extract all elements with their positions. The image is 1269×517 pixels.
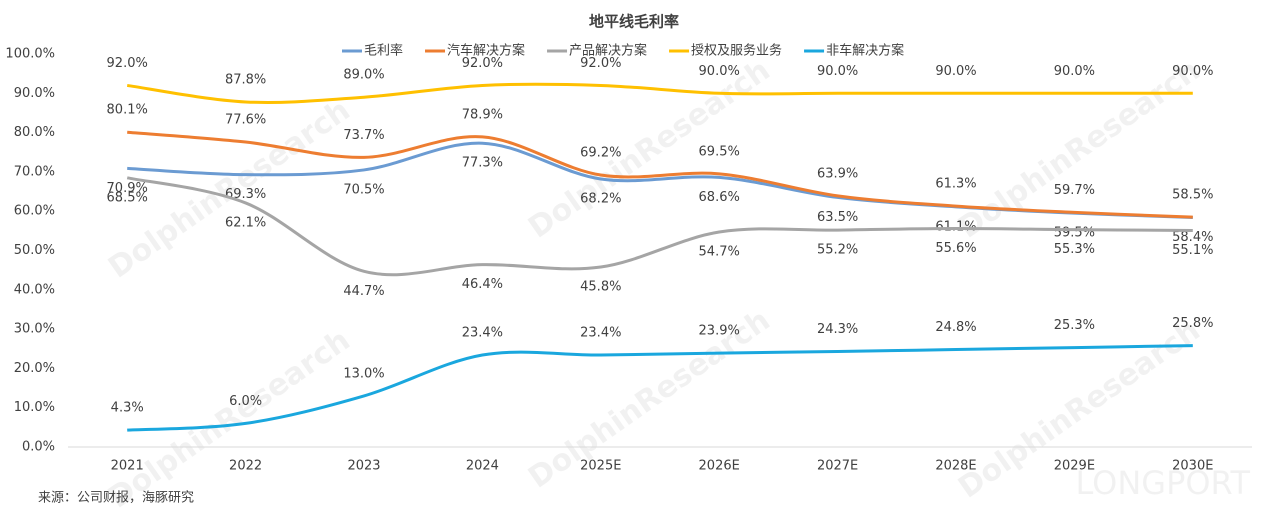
data-label: 25.3% [1054,318,1095,333]
data-label: 92.0% [462,56,503,71]
data-label: 68.6% [699,190,740,205]
data-label: 45.8% [580,280,621,295]
y-tick-label: 20.0% [14,361,55,376]
data-label: 4.3% [111,401,144,416]
watermark: LONGPORT [1075,464,1250,502]
data-label: 77.3% [462,156,503,171]
data-label: 61.3% [935,177,976,192]
x-tick-label: 2025E [580,459,621,474]
x-tick-label: 2028E [935,459,976,474]
y-tick-label: 50.0% [14,243,55,258]
data-label: 24.3% [817,322,858,337]
data-label: 89.0% [343,68,384,83]
data-label: 77.6% [225,113,266,128]
data-label: 90.0% [935,64,976,79]
data-label: 78.9% [462,107,503,122]
x-tick-label: 2022 [229,459,262,474]
data-label: 63.5% [817,210,858,225]
y-tick-label: 90.0% [14,86,55,101]
data-label: 55.1% [1172,243,1213,258]
legend-label: 毛利率 [364,43,403,59]
data-label: 6.0% [229,394,262,409]
line-series [127,130,1193,219]
data-label: 58.5% [1172,188,1213,203]
legend-label: 产品解决方案 [569,43,647,59]
x-tick-label: 2029E [1054,459,1095,474]
legend: 毛利率 汽车解决方案 产品解决方案 授权及服务业务 非车解决方案 [342,43,904,59]
line-series [126,176,1193,277]
legend-label: 授权及服务业务 [691,43,782,59]
y-tick-label: 30.0% [14,322,55,337]
data-label: 92.0% [580,56,621,71]
data-label: 44.7% [343,284,384,299]
source-note: 来源：公司财报，海豚研究 [38,491,194,506]
data-label: 92.0% [107,56,148,71]
data-label: 69.3% [225,187,266,202]
x-tick-label: 2026E [699,459,740,474]
chart-title: 地平线毛利率 [589,13,679,31]
y-tick-label: 70.0% [14,164,55,179]
x-tick-label: 2021 [111,459,144,474]
line-series [126,82,1193,104]
data-label: 24.8% [935,320,976,335]
line-series [127,344,1193,432]
data-label: 25.8% [1172,316,1213,331]
data-label: 80.1% [107,103,148,118]
data-label: 23.9% [699,324,740,339]
data-label: 55.3% [1054,242,1095,257]
x-tick-label: 2024 [466,459,499,474]
data-label: 59.5% [1054,226,1095,241]
data-label: 55.6% [935,241,976,256]
y-tick-label: 60.0% [14,204,55,219]
x-tick-label: 2030E [1172,459,1213,474]
data-label: 59.7% [1054,183,1095,198]
data-label: 87.8% [225,72,266,87]
data-label: 69.2% [580,146,621,161]
data-label: 23.4% [462,326,503,341]
legend-label: 汽车解决方案 [447,43,525,59]
y-tick-label: 100.0% [5,47,55,62]
data-label: 63.9% [817,166,858,181]
data-label: 68.5% [107,190,148,205]
legend-label: 非车解决方案 [826,43,904,59]
data-label: 90.0% [817,64,858,79]
data-label: 90.0% [1172,64,1213,79]
data-label: 58.4% [1172,230,1213,245]
x-tick-label: 2027E [817,459,858,474]
y-tick-label: 10.0% [14,400,55,415]
data-label: 13.0% [343,366,384,381]
data-label: 69.5% [699,144,740,159]
data-label: 54.7% [699,245,740,260]
data-label: 55.2% [817,243,858,258]
data-label: 70.9% [107,181,148,196]
data-label: 68.2% [580,191,621,206]
data-label: 62.1% [225,215,266,230]
data-label: 73.7% [343,128,384,143]
data-label: 23.4% [580,326,621,341]
y-tick-label: 80.0% [14,125,55,140]
data-label: 90.0% [1054,64,1095,79]
data-label: 70.5% [343,182,384,197]
y-tick-label: 40.0% [14,282,55,297]
y-tick-label: 0.0% [22,440,55,455]
data-label: 61.1% [935,219,976,234]
watermark: DolphinResearch [102,323,356,516]
x-tick-label: 2023 [347,459,380,474]
data-label: 46.4% [462,277,503,292]
data-label: 90.0% [699,64,740,79]
